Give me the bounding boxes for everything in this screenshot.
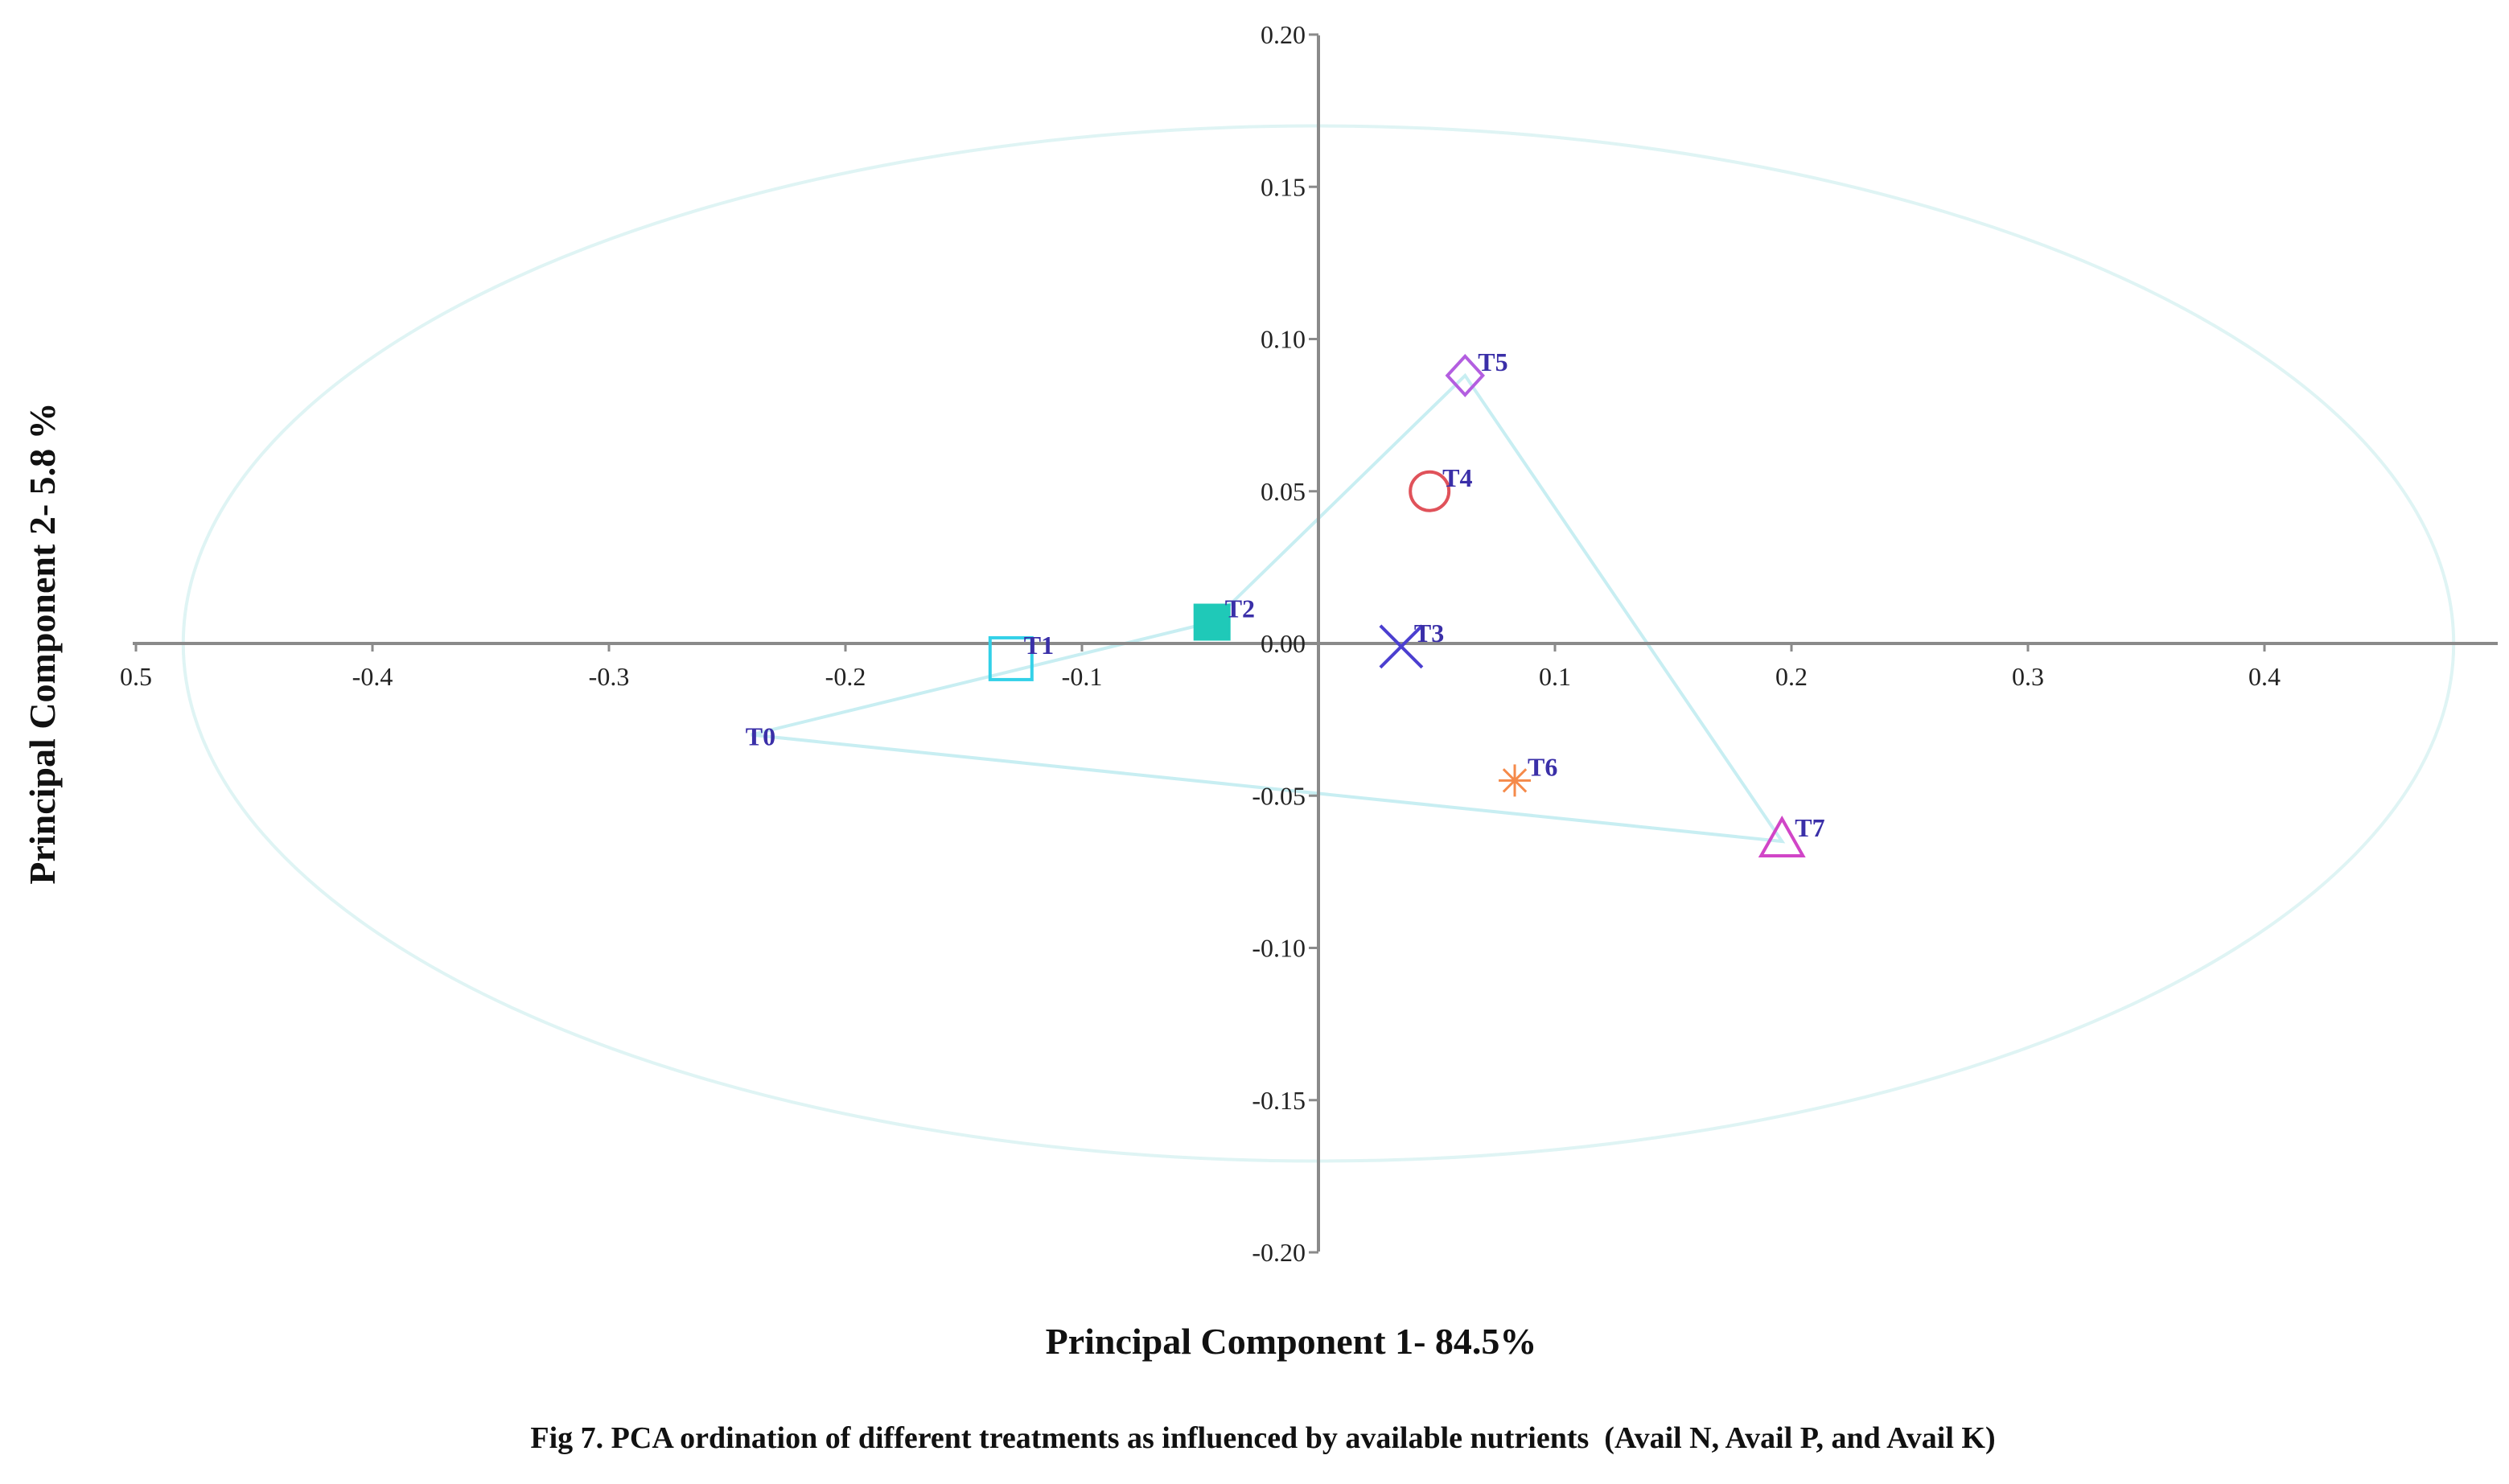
point-t5: T5 <box>1445 347 1508 397</box>
point-label-t4: T4 <box>1442 463 1472 492</box>
points-layer: T0 T1 T2 T3 T4 T5 T6 T7 <box>746 347 1825 858</box>
point-t3: T3 <box>1379 619 1444 669</box>
convex-hull-line <box>750 372 1786 844</box>
y-tick-label: 0.00 <box>1261 629 1306 658</box>
x-tick-label: 0.5 <box>120 662 152 691</box>
convex-hull-layer <box>750 372 1786 844</box>
point-label-t5: T5 <box>1478 347 1507 376</box>
point-t4: T4 <box>1409 463 1473 512</box>
point-marker-t7 <box>1758 815 1806 858</box>
x-tick-label: 0.2 <box>1775 662 1808 691</box>
y-tick-label: 0.20 <box>1261 20 1306 49</box>
point-t2: T2 <box>1193 594 1255 641</box>
y-axis-title: Principal Component 2- 5.8 % <box>22 402 63 884</box>
point-t1: T1 <box>988 631 1054 681</box>
x-tick-label: 0.3 <box>2012 662 2044 691</box>
y-tick-label: -0.20 <box>1252 1238 1306 1267</box>
y-tick-label: 0.15 <box>1261 172 1306 201</box>
point-marker-t2 <box>1193 603 1231 641</box>
point-marker-t3 <box>1379 624 1424 669</box>
point-marker-t4 <box>1409 470 1451 512</box>
point-marker-t5 <box>1445 353 1485 397</box>
x-tick-label: -0.4 <box>352 662 393 691</box>
y-tick-label: 0.05 <box>1261 477 1306 506</box>
y-tick-label: -0.10 <box>1252 934 1306 963</box>
point-label-t0: T0 <box>746 722 775 751</box>
x-tick-label: -0.3 <box>589 662 630 691</box>
point-label-t1: T1 <box>1024 631 1054 660</box>
point-t6: T6 <box>1499 752 1557 797</box>
y-tick-label: 0.10 <box>1261 325 1306 354</box>
ticks-layer: 0.5 -0.4 -0.3 -0.2 -0.1 0.1 0.2 0.3 0.4 0.20 0.15 0… <box>120 20 2281 1267</box>
x-tick-label: -0.1 <box>1062 662 1103 691</box>
figure-caption: Fig 7. PCA ordination of different treat… <box>530 1421 1995 1455</box>
x-tick-label: 0.4 <box>2248 662 2281 691</box>
x-tick-label: 0.1 <box>1539 662 1571 691</box>
x-tick-label: -0.2 <box>825 662 866 691</box>
y-tick-label: -0.05 <box>1252 781 1306 810</box>
point-marker-t6 <box>1499 764 1532 797</box>
point-t7: T7 <box>1758 813 1825 858</box>
point-label-t3: T3 <box>1414 619 1444 647</box>
x-axis-title: Principal Component 1- 84.5% <box>1046 1321 1537 1362</box>
y-tick-label: -0.15 <box>1252 1086 1306 1115</box>
point-marker-t1 <box>988 635 1034 681</box>
point-t0: T0 <box>746 722 775 751</box>
point-label-t6: T6 <box>1528 752 1557 781</box>
point-label-t2: T2 <box>1225 594 1255 623</box>
point-label-t7: T7 <box>1795 813 1824 842</box>
